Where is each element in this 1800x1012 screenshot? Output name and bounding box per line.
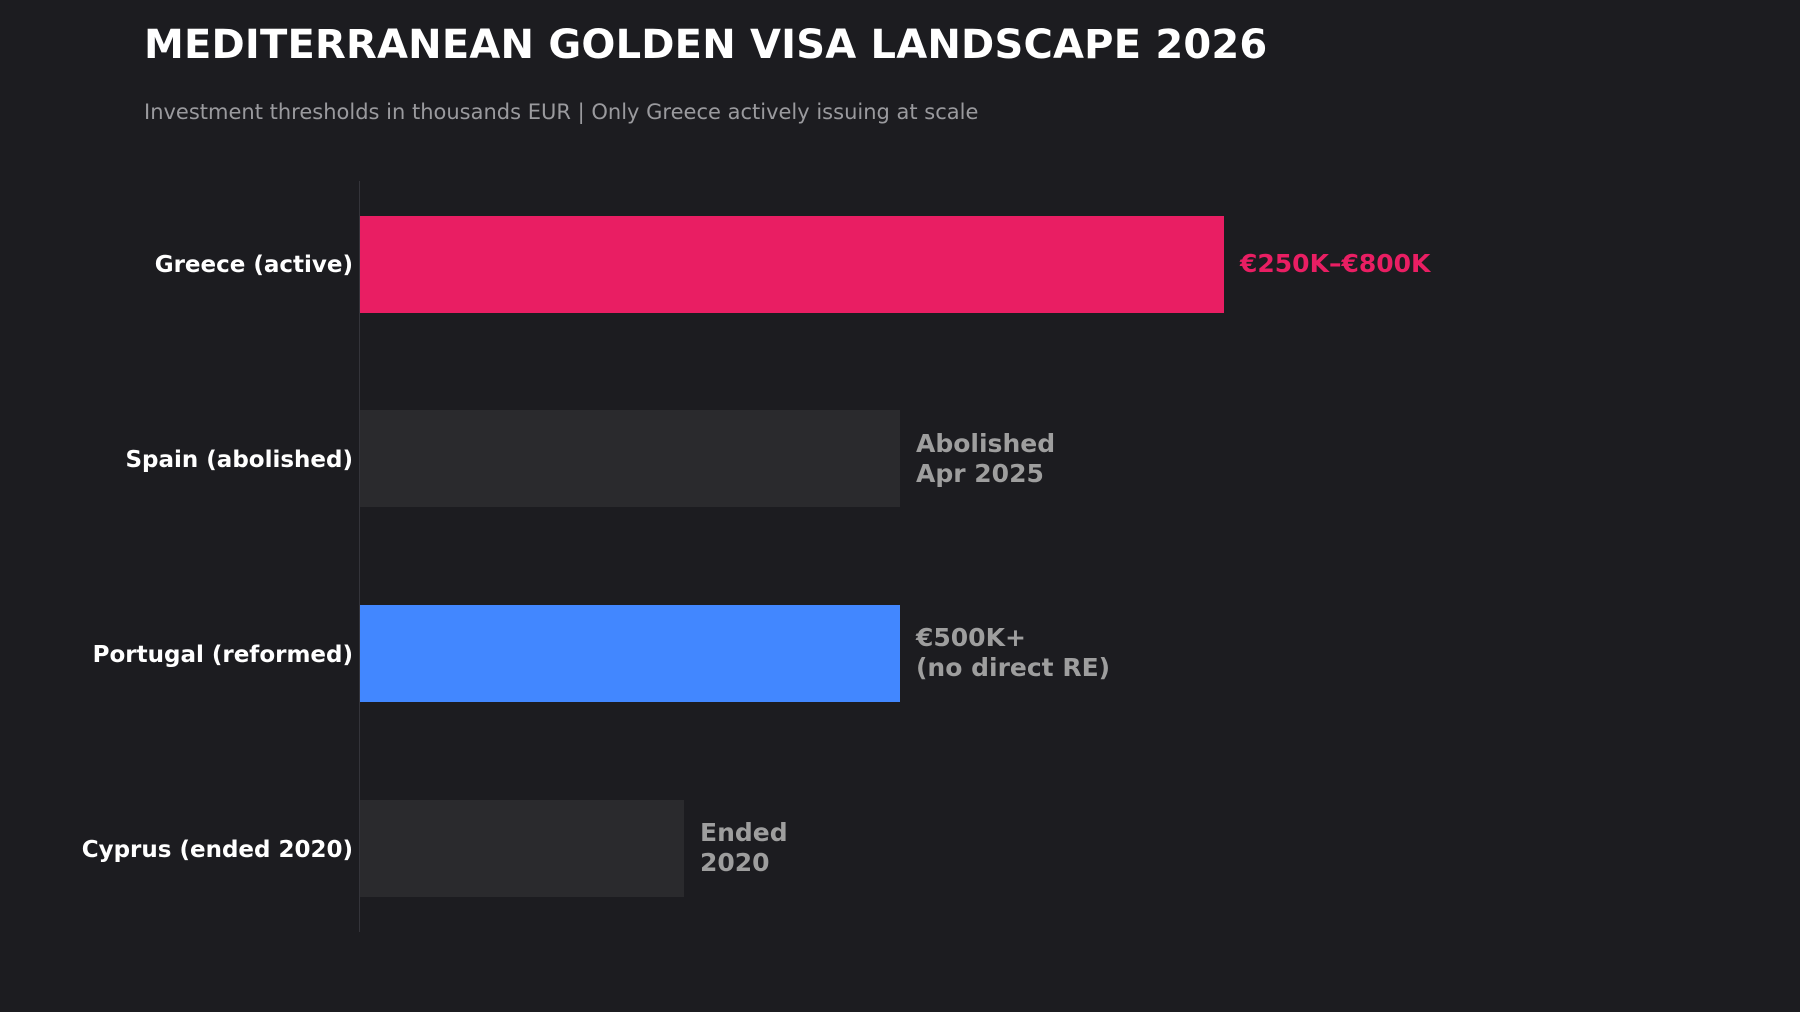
category-label-spain: Spain (abolished) — [125, 447, 353, 473]
annotation-spain: Abolished Apr 2025 — [916, 429, 1056, 488]
chart-subtitle: Investment thresholds in thousands EUR |… — [144, 100, 979, 124]
category-label-greece: Greece (active) — [154, 252, 353, 278]
annotation-greece: €250K–€800K — [1240, 249, 1431, 278]
y-axis-line — [359, 181, 360, 932]
annotation-portugal: €500K+ (no direct RE) — [916, 623, 1111, 682]
bar-portugal — [360, 605, 900, 702]
bar-greece — [360, 216, 1224, 313]
bar-spain — [360, 410, 900, 507]
category-label-cyprus: Cyprus (ended 2020) — [81, 837, 353, 863]
category-label-portugal: Portugal (reformed) — [92, 642, 353, 668]
bar-cyprus — [360, 800, 684, 897]
annotation-cyprus: Ended 2020 — [700, 818, 788, 877]
chart-title: MEDITERRANEAN GOLDEN VISA LANDSCAPE 2026 — [144, 22, 1268, 68]
